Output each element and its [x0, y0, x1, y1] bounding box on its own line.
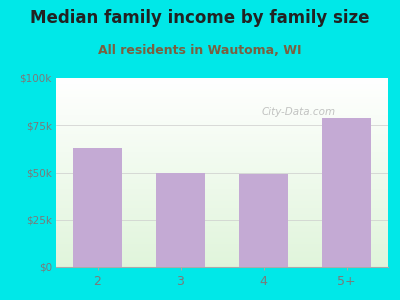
Bar: [156, 172, 206, 267]
Bar: [238, 174, 288, 267]
Text: City-Data.com: City-Data.com: [261, 107, 336, 117]
Bar: [322, 118, 372, 267]
Bar: [73, 148, 122, 267]
Text: Median family income by family size: Median family income by family size: [30, 9, 370, 27]
Text: All residents in Wautoma, WI: All residents in Wautoma, WI: [98, 44, 302, 56]
